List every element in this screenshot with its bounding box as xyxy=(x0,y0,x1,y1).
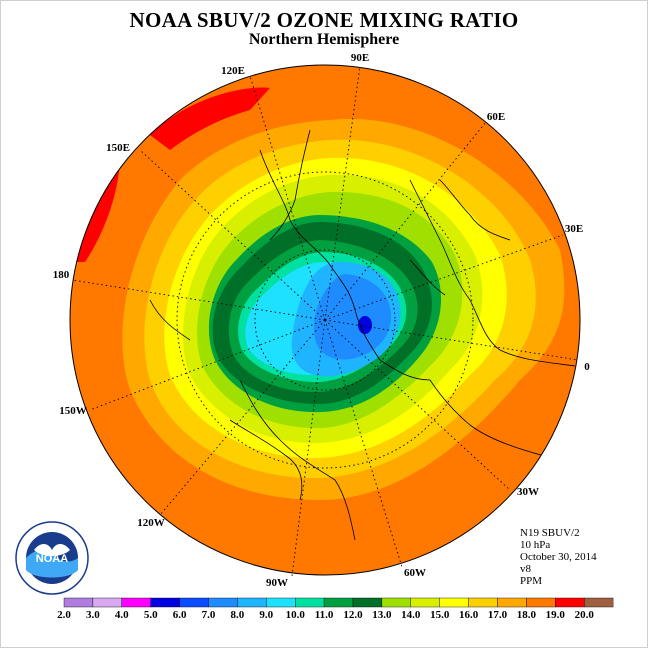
lon-label-0: 0 xyxy=(584,361,590,373)
coastlines xyxy=(149,129,576,541)
lon-label-30e: 30E xyxy=(565,223,583,235)
pressure-level-label: 10 hPa xyxy=(520,539,551,551)
color-scale-tick-label: 4.0 xyxy=(115,609,129,621)
color-scale-tick-label: 7.0 xyxy=(202,609,216,621)
color-scale-cell xyxy=(63,597,94,608)
map-title: NOAA SBUV/2 OZONE MIXING RATIO xyxy=(129,8,519,32)
lon-label-60w: 60W xyxy=(404,567,426,579)
color-scale-tick-label: 19.0 xyxy=(546,609,566,621)
color-scale-cell xyxy=(179,597,209,608)
lon-label-120w: 120W xyxy=(137,517,165,529)
date-label: October 30, 2014 xyxy=(520,551,597,563)
color-scale-tick-label: 8.0 xyxy=(231,609,245,621)
product-info: N19 SBUV/2 10 hPa October 30, 2014 v8 PP… xyxy=(520,527,597,587)
color-scale-cell xyxy=(352,597,383,608)
lon-label-120e: 120E xyxy=(221,65,245,77)
lon-label-30w: 30W xyxy=(517,486,539,498)
color-scale-cell xyxy=(468,597,498,608)
color-scale-tick-label: 11.0 xyxy=(315,609,334,621)
color-scale-tick-label: 17.0 xyxy=(488,609,508,621)
color-scale: 2.0 3.0 4.0 5.0 6.0 7.0 8.0 9.0 10.0 11.0 12.0 13.0… xyxy=(57,597,614,621)
color-scale-cell xyxy=(410,597,440,608)
color-scale-tick-label: 9.0 xyxy=(259,609,273,621)
color-scale-cell xyxy=(497,597,527,608)
color-scale-tick-label: 18.0 xyxy=(517,609,537,621)
logo-text: NOAA xyxy=(36,553,68,565)
color-scale-tick-label: 16.0 xyxy=(459,609,479,621)
color-scale-cell xyxy=(584,597,614,608)
color-scale-cell xyxy=(526,597,556,608)
color-scale-cell xyxy=(237,597,267,608)
color-scale-tick-label: 6.0 xyxy=(173,609,187,621)
globe-outline xyxy=(69,64,581,576)
lon-label-90w: 90W xyxy=(266,577,288,589)
color-scale-ticks: 2.0 3.0 4.0 5.0 6.0 7.0 8.0 9.0 10.0 11.0 12.0 13.0… xyxy=(57,609,594,621)
color-scale-cell xyxy=(323,597,354,608)
color-scale-cell xyxy=(121,597,151,608)
lon-label-60e: 60E xyxy=(487,111,505,123)
lon-label-150e: 150E xyxy=(106,142,130,154)
color-scale-cell xyxy=(295,597,325,608)
color-scale-cell xyxy=(555,597,585,608)
lon-label-90e: 90E xyxy=(351,52,369,64)
color-scale-tick-label: 10.0 xyxy=(286,609,306,621)
version-label: v8 xyxy=(520,563,531,575)
color-scale-tick-label: 12.0 xyxy=(343,609,363,621)
units-label: PPM xyxy=(520,575,543,587)
color-scale-tick-label: 14.0 xyxy=(401,609,421,621)
color-scale-cell xyxy=(439,597,469,608)
lon-label-180: 180 xyxy=(53,269,70,281)
color-scale-cell xyxy=(208,597,238,608)
color-scale-cell xyxy=(150,597,180,608)
noaa-logo: NOAA xyxy=(15,521,89,595)
color-scale-tick-label: 20.0 xyxy=(575,609,595,621)
lon-label-150w: 150W xyxy=(59,405,87,417)
color-scale-cell xyxy=(381,597,411,608)
color-scale-tick-label: 3.0 xyxy=(86,609,100,621)
color-scale-cell xyxy=(266,597,296,608)
color-scale-cells xyxy=(63,597,614,608)
color-scale-tick-label: 15.0 xyxy=(430,609,450,621)
ozone-field xyxy=(70,65,580,575)
color-scale-tick-label: 13.0 xyxy=(372,609,392,621)
color-scale-tick-label: 2.0 xyxy=(57,609,71,621)
color-scale-cell xyxy=(92,597,123,608)
polar-map: 90E 120E 60E 150E 30E 180 0 150W 30W 120… xyxy=(53,52,591,589)
satellite-label: N19 SBUV/2 xyxy=(520,527,580,539)
map-subtitle: Northern Hemisphere xyxy=(248,31,400,48)
color-scale-tick-label: 5.0 xyxy=(144,609,158,621)
graticule xyxy=(71,65,579,577)
